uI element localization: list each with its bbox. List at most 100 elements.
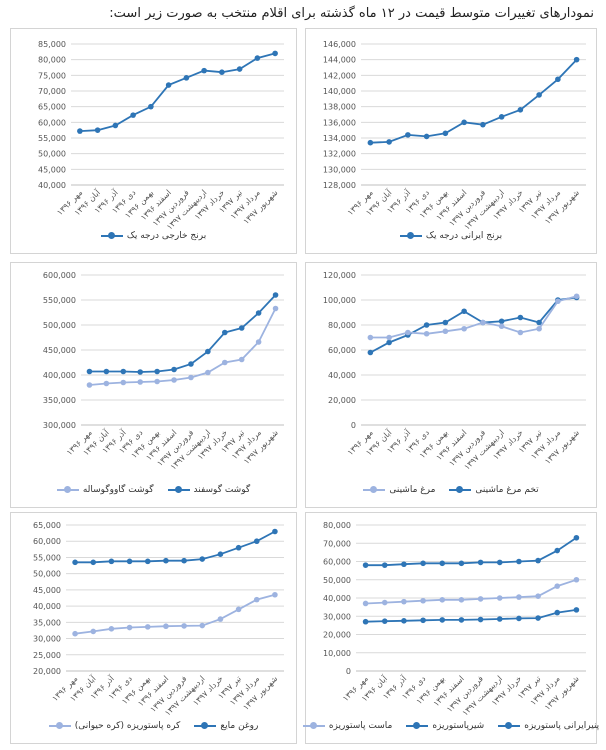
y-tick-label: 136,000 [323,118,356,127]
data-point [367,334,374,341]
data-point [255,339,262,345]
y-tick-label: 100,000 [323,296,356,305]
y-tick-label: 85,000 [38,40,66,49]
data-point [458,597,465,603]
data-point [235,544,242,551]
legend-swatch-icon [302,721,325,731]
data-point [381,599,388,606]
series-line-1 [74,593,276,635]
data-point [573,534,580,541]
legend-swatch-icon [56,485,79,495]
chart-legend: برنج ایرانی درجه یک [306,231,596,241]
y-tick-label: 10,000 [323,649,351,658]
data-point [120,368,127,375]
data-point [401,561,407,568]
chart-panel-dairy: 0 10,000 20,000 30,000 40,000 50,000 60,000 70,… [302,512,599,744]
data-point [535,557,541,564]
data-point [253,596,260,603]
series-line-0 [369,296,577,354]
y-tick-label: 120,000 [323,271,356,280]
data-point [221,329,228,336]
data-point [477,596,484,602]
data-point [235,606,242,613]
data-point [555,298,561,305]
legend-label: گوشت گوسفند [193,485,251,495]
y-tick-label: 400,000 [43,371,76,380]
legend-item: گوشت گاووگوساله [56,485,154,495]
data-point [477,559,484,566]
data-point [253,538,260,545]
data-point [573,607,580,613]
data-point [205,369,211,376]
legend-item: گوشت گوسفند [167,485,251,495]
data-point [517,107,524,113]
legend-swatch-icon [100,231,123,241]
series-line-1 [365,609,577,623]
y-tick-label: 60,000 [33,537,61,546]
data-point [554,547,561,554]
data-point [163,557,169,564]
data-point [148,103,154,110]
chart-panel-imported-rice: 40,000 45,000 50,000 55,000 60,000 65,000 70,0… [10,28,297,254]
data-point [423,133,430,140]
data-point [181,557,187,564]
legend-label: مرغ ماشینی [389,485,436,495]
data-point [90,559,97,566]
data-point [405,132,411,138]
legend-label: شیرپاستوریزه [432,721,485,731]
data-point [238,325,245,331]
data-point [405,329,411,336]
y-tick-label: 50,000 [323,576,351,585]
data-point [86,382,93,388]
y-tick-label: 140,000 [323,87,356,96]
data-point [183,75,190,81]
data-point [401,598,407,605]
data-point [536,319,542,326]
chart-svg: 020,00040,00060,00080,000100,000120,000م… [323,271,586,472]
data-point [535,615,541,621]
legend-swatch-icon [194,721,217,731]
y-tick-label: 75,000 [38,71,66,80]
data-point [367,139,374,146]
legend-swatch-icon [498,721,521,731]
data-point [516,558,522,565]
data-point [516,594,522,600]
data-point [461,308,467,315]
y-tick-label: 130,000 [323,165,356,174]
y-tick-label: 60,000 [38,118,66,127]
legend-item: روغن مایع [194,721,258,731]
data-point [420,597,426,604]
legend-item: کره پاستوریزه (کره حیوانی) [48,721,180,731]
data-point [367,349,374,356]
data-point [362,618,369,625]
y-tick-label: 30,000 [33,635,61,644]
data-point [108,626,115,632]
legend-label: برنج ایرانی درجه یک [425,231,503,241]
y-tick-label: 40,000 [38,181,66,190]
data-point [221,359,228,366]
data-point [217,551,224,557]
data-point [72,630,78,637]
data-point [238,356,245,363]
legend-label: ماست پاستوریزه [328,721,393,731]
data-point [439,560,446,567]
data-point [554,609,561,616]
data-point [86,368,93,375]
data-point [555,76,561,83]
y-tick-label: 146,000 [323,40,356,49]
data-point [144,624,151,630]
data-point [217,616,224,622]
legend-item: شیرپاستوریزه [406,721,484,731]
y-tick-label: 500,000 [43,321,76,330]
y-tick-label: 450,000 [43,346,76,355]
series-line-2 [365,578,577,605]
page-title: نمودارهای تغییرات متوسط قیمت در ۱۲ ماه گ… [109,6,594,21]
data-point [496,559,503,566]
y-tick-label: 132,000 [323,150,356,159]
chart-svg: 40,000 45,000 50,000 55,000 60,000 65,000 70,0… [38,40,284,232]
data-point [90,628,97,635]
data-point [188,374,194,381]
legend-swatch-icon [167,485,190,495]
y-tick-label: 65,000 [33,521,61,530]
data-point [477,616,484,623]
